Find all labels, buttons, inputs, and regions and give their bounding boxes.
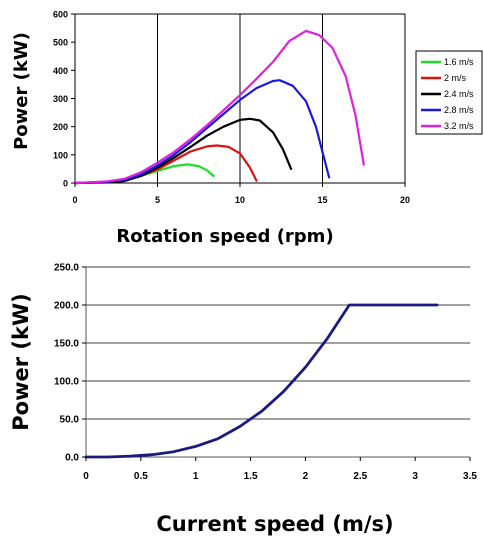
y-tick-label: 400 — [53, 66, 68, 76]
legend-label: 2.4 m/s — [444, 89, 474, 99]
legend-box — [415, 50, 483, 135]
y-axis-title-1: Power (kW) — [11, 32, 32, 150]
legend-label: 2.8 m/s — [444, 105, 474, 115]
y-tick-label: 200 — [53, 122, 68, 132]
x-tick-label: 10 — [235, 195, 245, 205]
x-axis-title-2: Current speed (m/s) — [156, 512, 393, 536]
y-tick-label: 0 — [63, 179, 68, 189]
x-tick-label: 1 — [193, 471, 199, 482]
y-tick-label: 300 — [53, 94, 68, 104]
y-tick-labels-1: 0 100 200 300 400 500 600 — [53, 10, 75, 189]
x-tick-label: 2.5 — [353, 471, 367, 482]
x-tick-label: 3 — [412, 471, 418, 482]
legend-label: 3.2 m/s — [444, 121, 474, 131]
y-tick-label: 150.0 — [54, 339, 79, 350]
y-tick-label: 250.0 — [54, 263, 79, 274]
x-tick-label: 1.5 — [244, 471, 258, 482]
y-tick-labels-2: 0.0 50.0 100.0 150.0 200.0 250.0 — [54, 263, 86, 464]
x-tick-label: 0 — [83, 471, 89, 482]
series-group-1 — [73, 29, 365, 185]
x-tick-labels-2: 0 0.5 1 1.5 2 2.5 3 3.5 — [83, 457, 477, 482]
x-tick-label: 0 — [72, 195, 77, 205]
y-tick-label: 0.0 — [65, 453, 79, 464]
series-line-2-8-m-s — [73, 79, 331, 185]
x-axis-title-1: Rotation speed (rpm) — [116, 226, 333, 247]
series-line-2-4-m-s — [73, 117, 293, 185]
plot-area-2 — [86, 267, 470, 457]
x-tick-label: 2 — [303, 471, 309, 482]
legend-label: 2 m/s — [444, 73, 467, 83]
x-tick-label: 20 — [400, 195, 410, 205]
current-power-chart: 0.0 50.0 100.0 150.0 200.0 250.0 0 0.5 1 1.5 2 2.5… — [9, 263, 477, 537]
x-tick-label: 15 — [317, 195, 327, 205]
series-group-2 — [84, 303, 439, 459]
x-tick-label: 3.5 — [463, 471, 477, 482]
y-tick-label: 200.0 — [54, 301, 79, 312]
series-line-3-2-m-s — [73, 29, 365, 185]
y-tick-label: 600 — [53, 10, 68, 20]
y-tick-label: 50.0 — [60, 415, 80, 426]
legend-label: 1.6 m/s — [444, 57, 474, 67]
y-axis-title-2: Power (kW) — [9, 293, 33, 430]
series-line-0 — [84, 303, 439, 459]
y-tick-label: 500 — [53, 38, 68, 48]
x-tick-label: 0.5 — [134, 471, 148, 482]
x-tick-labels-1: 0 5 10 15 20 — [72, 183, 410, 205]
rotation-power-chart: 0 100 200 300 400 500 600 0 5 10 15 20 Rotation sp… — [11, 10, 483, 247]
x-tick-label: 5 — [155, 195, 160, 205]
y-tick-label: 100.0 — [54, 377, 79, 388]
legend: 1.6 m/s 2 m/s 2.4 m/s 2.8 m/s 3.2 m/s — [415, 50, 483, 135]
y-tick-label: 100 — [53, 150, 68, 160]
